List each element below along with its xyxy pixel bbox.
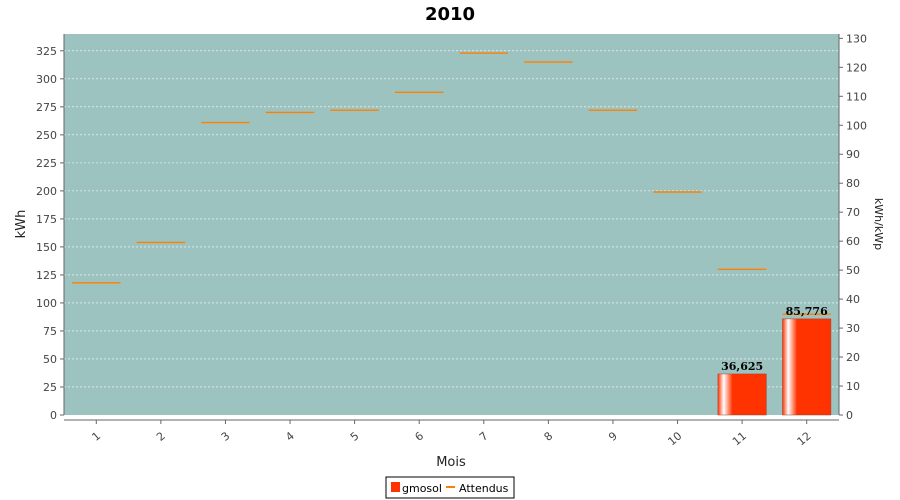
bar [782, 318, 832, 416]
y2-tick-label: 60 [846, 235, 860, 248]
y2-tick-label: 20 [846, 351, 860, 364]
x-tick-label: 7 [477, 429, 491, 443]
y2-axis-title: kWh/kWp [872, 198, 885, 250]
chart-title: 2010 [425, 4, 475, 25]
x-axis-ticks: 1 2 3 4 5 6 7 8 9 10 11 12 [90, 420, 814, 448]
y2-tick-label: 10 [846, 380, 860, 393]
y2-tick-label: 80 [846, 177, 860, 190]
x-axis-title: Mois [436, 455, 466, 470]
y-axis-title: kWh [14, 210, 29, 239]
legend-label-attendus: Attendus [459, 482, 509, 495]
x-tick-label: 6 [412, 429, 426, 443]
x-tick-label: 1 [90, 429, 104, 443]
y-tick-label: 175 [36, 213, 57, 226]
y2-tick-label: 120 [846, 61, 867, 74]
grid-lines [64, 50, 839, 388]
y2-tick-label: 130 [846, 32, 867, 45]
expected-series [72, 52, 831, 315]
legend-label-gmosol: gmosol [402, 482, 442, 495]
y-tick-label: 25 [43, 381, 57, 394]
plot-area [64, 34, 839, 415]
y-tick-label: 300 [36, 73, 57, 86]
x-tick-label: 8 [542, 429, 556, 443]
y-tick-label: 225 [36, 157, 57, 170]
x-tick-label: 3 [219, 429, 233, 443]
x-tick-label: 12 [795, 429, 814, 448]
y-tick-label: 125 [36, 269, 57, 282]
legend-swatch-gmosol [391, 482, 400, 492]
legend: gmosol Attendus [385, 476, 515, 499]
y2-tick-label: 90 [846, 148, 860, 161]
y-tick-label: 150 [36, 241, 57, 254]
y2-tick-label: 40 [846, 293, 860, 306]
y-tick-label: 50 [43, 353, 57, 366]
y-tick-label: 250 [36, 129, 57, 142]
y-axis-ticks: 0 25 50 75 100 125 150 175 200 225 250 275 300 325 [36, 45, 64, 422]
bar-value-label: 36,625 [721, 360, 763, 373]
y2-axis-ticks: 0 10 20 30 40 50 60 70 80 90 100 110 120 130 [839, 32, 867, 422]
y2-tick-label: 100 [846, 119, 867, 132]
y-tick-label: 100 [36, 297, 57, 310]
y-tick-label: 75 [43, 325, 57, 338]
axes [63, 34, 840, 421]
x-tick-label: 9 [606, 429, 620, 443]
x-tick-label: 10 [665, 429, 684, 448]
y2-tick-label: 30 [846, 322, 860, 335]
x-tick-label: 4 [283, 429, 297, 443]
y2-tick-label: 0 [846, 409, 853, 422]
bar-labels: 36,625 85,776 [721, 305, 828, 373]
y2-tick-label: 110 [846, 90, 867, 103]
y-tick-label: 325 [36, 45, 57, 58]
y-tick-label: 275 [36, 101, 57, 114]
bar [717, 373, 767, 416]
y-tick-label: 200 [36, 185, 57, 198]
y2-tick-label: 50 [846, 264, 860, 277]
y2-tick-label: 70 [846, 206, 860, 219]
x-tick-label: 5 [348, 429, 362, 443]
bar-series [717, 318, 832, 416]
x-tick-label: 11 [730, 429, 749, 448]
bar-value-label: 85,776 [786, 305, 828, 318]
y-tick-label: 0 [50, 409, 57, 422]
x-tick-label: 2 [154, 429, 168, 443]
